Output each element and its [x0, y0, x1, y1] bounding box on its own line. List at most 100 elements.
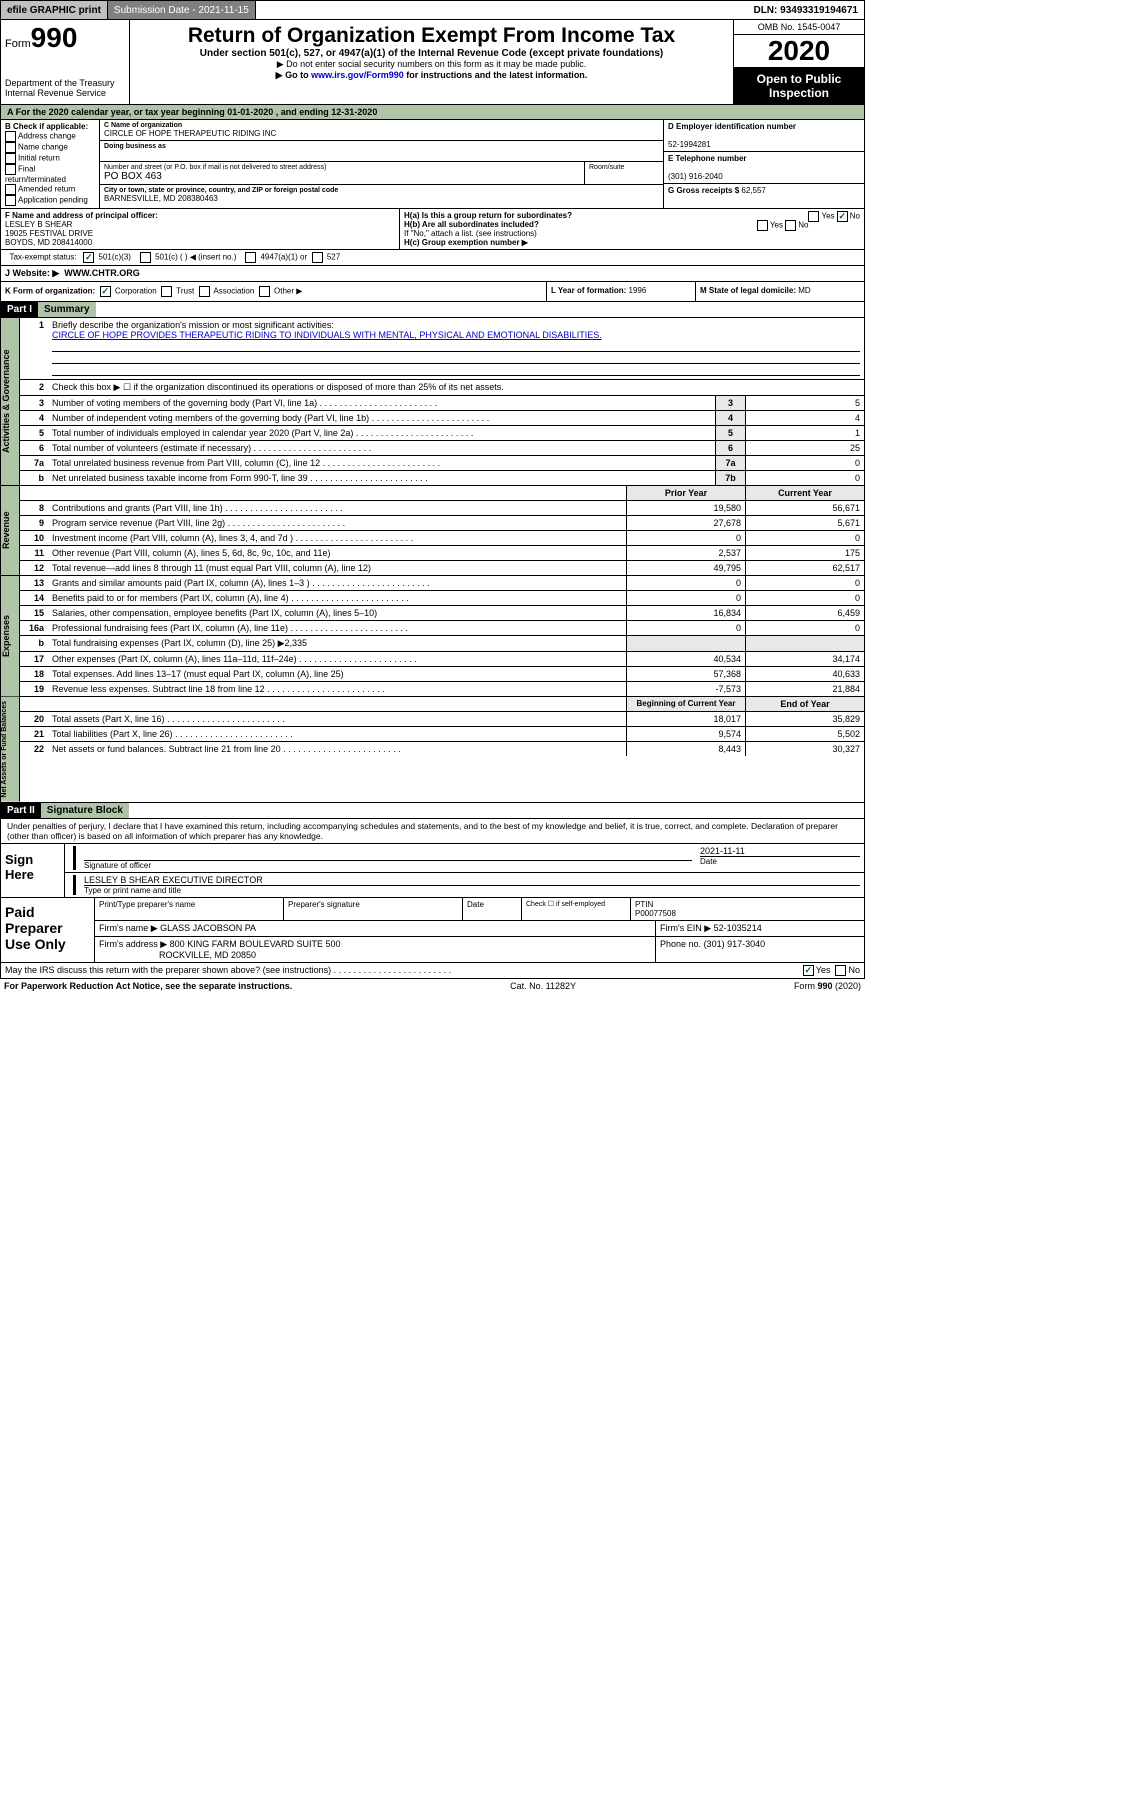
tax-year: 2020 [734, 35, 864, 68]
hb-yes[interactable] [757, 220, 768, 231]
line12-cur: 62,517 [745, 561, 864, 575]
expenses-tab: Expenses [1, 576, 20, 696]
firm-name-label: Firm's name ▶ [99, 923, 158, 933]
preparer-block: Paid Preparer Use Only Print/Type prepar… [0, 898, 865, 963]
open-inspection: Open to Public Inspection [734, 68, 864, 104]
ha-yes[interactable] [808, 211, 819, 222]
firm-ein-label: Firm's EIN ▶ [660, 923, 711, 933]
prep-selfemp: Check ☐ if self-employed [522, 898, 631, 920]
pra-notice: For Paperwork Reduction Act Notice, see … [4, 981, 292, 991]
dba-cell: Doing business as [100, 141, 663, 162]
firm-addr1: 800 KING FARM BOULEVARD SUITE 500 [170, 939, 341, 949]
check-amended[interactable] [5, 184, 16, 195]
telephone-cell: E Telephone number (301) 916-2040 [664, 152, 864, 184]
prep-date-hdr: Date [463, 898, 522, 920]
line20-text: Total assets (Part X, line 16) [48, 712, 626, 726]
prep-sig-hdr: Preparer's signature [284, 898, 463, 920]
group-return-block: H(a) Is this a group return for subordin… [400, 209, 864, 249]
goto-line: ▶ Go to www.irs.gov/Form990 for instruct… [134, 70, 729, 81]
governance-section: Activities & Governance 1 Briefly descri… [0, 318, 865, 486]
check-initial-return[interactable] [5, 153, 16, 164]
ein-value: 52-1994281 [668, 140, 711, 149]
line10-cur: 0 [745, 531, 864, 545]
ha-no[interactable] [837, 211, 848, 222]
org-name: CIRCLE OF HOPE THERAPEUTIC RIDING INC [104, 129, 659, 138]
check-association[interactable] [199, 286, 210, 297]
check-501c3[interactable] [83, 252, 94, 263]
principal-officer: F Name and address of principal officer:… [1, 209, 400, 249]
hb-label: H(b) Are all subordinates included? [404, 220, 539, 229]
form-subtitle: Under section 501(c), 527, or 4947(a)(1)… [134, 48, 729, 59]
omb-number: OMB No. 1545-0047 [734, 20, 864, 35]
check-trust[interactable] [161, 286, 172, 297]
hc-label: H(c) Group exemption number ▶ [404, 238, 528, 247]
line18-text: Total expenses. Add lines 13–17 (must eq… [48, 667, 626, 681]
check-other[interactable] [259, 286, 270, 297]
gross-receipts-value: 62,557 [741, 186, 765, 195]
line1-label: Briefly describe the organization's miss… [52, 320, 334, 330]
col-b-checkboxes: B Check if applicable: Address change Na… [1, 120, 100, 208]
line14-text: Benefits paid to or for members (Part IX… [48, 591, 626, 605]
topbar: efile GRAPHIC print Submission Date - 20… [0, 0, 865, 20]
line12-prior: 49,795 [626, 561, 745, 575]
check-4947[interactable] [245, 252, 256, 263]
city-state-zip: BARNESVILLE, MD 208380463 [104, 194, 659, 203]
check-corporation[interactable] [100, 286, 111, 297]
hb-no[interactable] [785, 220, 796, 231]
org-info-block: B Check if applicable: Address change Na… [0, 120, 865, 209]
line8-prior: 19,580 [626, 501, 745, 515]
line7b-text: Net unrelated business taxable income fr… [48, 471, 715, 485]
line7b-val: 0 [745, 471, 864, 485]
prep-name-hdr: Print/Type preparer's name [95, 898, 284, 920]
gross-receipts-cell: G Gross receipts $ 62,557 [664, 184, 864, 197]
line21-text: Total liabilities (Part X, line 26) [48, 727, 626, 741]
end-year-hdr: End of Year [745, 697, 864, 711]
firm-name: GLASS JACOBSON PA [160, 923, 256, 933]
firm-phone-label: Phone no. [660, 939, 701, 949]
discuss-no[interactable] [835, 965, 846, 976]
part2-header-row: Part IISignature Block [0, 803, 865, 819]
officer-group-block: F Name and address of principal officer:… [0, 209, 865, 250]
efile-label[interactable]: efile GRAPHIC print [1, 1, 108, 19]
telephone-value: (301) 916-2040 [668, 172, 723, 181]
current-year-hdr: Current Year [745, 486, 864, 500]
form-title: Return of Organization Exempt From Incom… [134, 24, 729, 48]
part2-title: Signature Block [41, 803, 129, 818]
net-assets-tab: Net Assets or Fund Balances [1, 697, 20, 802]
line11-text: Other revenue (Part VIII, column (A), li… [48, 546, 626, 560]
col-b-header: B Check if applicable: [5, 122, 88, 131]
line-a-period: A For the 2020 calendar year, or tax yea… [0, 105, 865, 120]
dln: DLN: 93493319194671 [256, 1, 864, 19]
form-header: Form990 Department of the Treasury Inter… [0, 20, 865, 105]
line22-text: Net assets or fund balances. Subtract li… [48, 742, 626, 756]
form-number: Form990 [5, 22, 125, 54]
page-footer: For Paperwork Reduction Act Notice, see … [0, 979, 865, 993]
governance-tab: Activities & Governance [1, 318, 20, 485]
room-suite-label: Room/suite [584, 162, 663, 184]
firm-phone: (301) 917-3040 [704, 939, 766, 949]
irs-link[interactable]: www.irs.gov/Form990 [311, 70, 404, 80]
check-527[interactable] [312, 252, 323, 263]
check-application-pending[interactable] [5, 195, 16, 206]
line7a-val: 0 [745, 456, 864, 470]
discuss-yes[interactable] [803, 965, 814, 976]
firm-addr-label: Firm's address ▶ [99, 939, 167, 949]
line16a-text: Professional fundraising fees (Part IX, … [48, 621, 626, 635]
line11-cur: 175 [745, 546, 864, 560]
year-formation: 1996 [629, 286, 647, 295]
ein-cell: D Employer identification number 52-1994… [664, 120, 864, 152]
part1-title: Summary [38, 302, 96, 317]
penalties-text: Under penalties of perjury, I declare th… [0, 819, 865, 844]
tax-exempt-row: Tax-exempt status: 501(c)(3) 501(c) ( ) … [0, 250, 865, 266]
line15-text: Salaries, other compensation, employee b… [48, 606, 626, 620]
revenue-tab: Revenue [1, 486, 20, 575]
check-501c[interactable] [140, 252, 151, 263]
line4-text: Number of independent voting members of … [48, 411, 715, 425]
check-name-change[interactable] [5, 142, 16, 153]
line9-prior: 27,678 [626, 516, 745, 530]
check-final-return[interactable] [5, 164, 16, 175]
check-address-change[interactable] [5, 131, 16, 142]
beg-year-hdr: Beginning of Current Year [626, 697, 745, 711]
preparer-label: Paid Preparer Use Only [1, 898, 95, 962]
expenses-section: Expenses 13Grants and similar amounts pa… [0, 576, 865, 697]
